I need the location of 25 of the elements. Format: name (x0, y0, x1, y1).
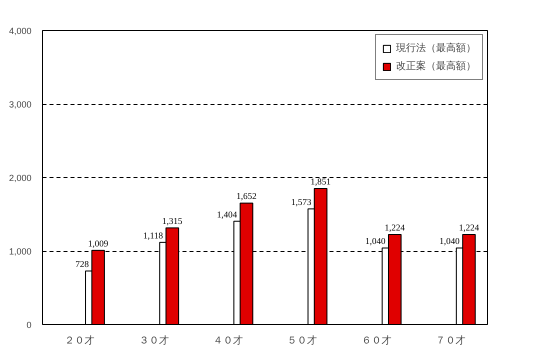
data-label: 1,224 (384, 222, 406, 233)
y-tick-label: 2,000 (8, 173, 32, 183)
data-label: 1,404 (216, 209, 238, 220)
data-label: 1,040 (365, 236, 386, 246)
y-tick-label: 0 (26, 320, 32, 330)
y-tick-label: 3,000 (8, 100, 32, 110)
data-label: 1,573 (291, 196, 312, 207)
x-tick-label: ４０才 (212, 334, 243, 346)
x-tick-label: ７０才 (435, 334, 466, 346)
x-tick-label: ５０才 (287, 334, 318, 346)
y-tick-label: 4,000 (8, 26, 32, 36)
data-label: 1,009 (88, 238, 109, 248)
data-label: 1,315 (162, 216, 183, 226)
x-tick-label: ２０才 (64, 334, 95, 346)
legend-label: 改正案（最高額） (396, 60, 476, 73)
x-tick-label: ３０才 (138, 334, 169, 346)
data-label: 1,040 (439, 236, 460, 246)
data-label: 728 (75, 258, 90, 269)
data-label: 1,851 (310, 176, 331, 186)
legend-label: 現行法（最高額） (396, 42, 476, 55)
data-label: 1,224 (458, 222, 480, 233)
y-tick-label: 1,000 (8, 246, 32, 256)
data-label: 1,118 (143, 230, 164, 240)
x-tick-label: ６０才 (361, 334, 392, 346)
data-label: 1,652 (236, 191, 257, 202)
